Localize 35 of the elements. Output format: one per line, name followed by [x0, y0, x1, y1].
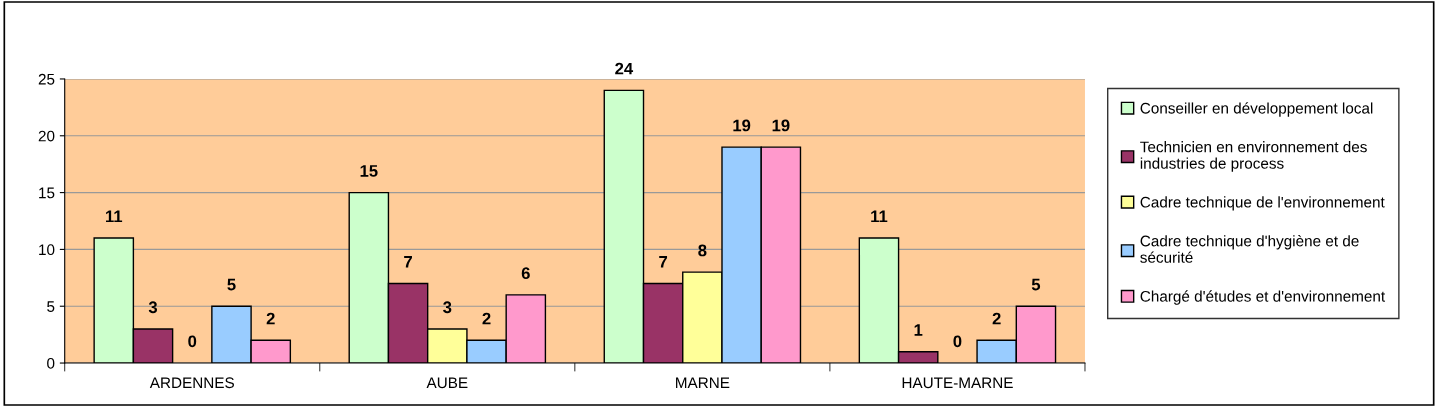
data-label: 1 [914, 324, 923, 336]
data-label: 7 [659, 256, 668, 268]
y-tick-label: 0 [47, 357, 55, 369]
x-tick-label: HAUTE-MARNE [902, 377, 1013, 389]
data-label: 0 [953, 335, 962, 348]
legend-label: Technicien en environnement des industries de process [1140, 141, 1367, 172]
x-tick-label: ARDENNES [149, 377, 234, 389]
data-label: 5 [227, 278, 236, 291]
y-tick-label: 10 [39, 244, 55, 256]
data-label: 2 [266, 312, 275, 325]
data-label: 7 [404, 256, 412, 268]
data-label: 5 [1031, 278, 1041, 291]
y-tick-label: 5 [47, 301, 55, 312]
data-label: 3 [443, 301, 452, 314]
data-label: 2 [482, 312, 491, 325]
y-tick-label: 25 [38, 73, 55, 85]
data-label: 2 [992, 312, 1001, 325]
data-label: 15 [360, 165, 378, 177]
data-label: 19 [772, 119, 790, 132]
data-label: 6 [521, 267, 530, 280]
data-label: 3 [148, 301, 158, 314]
legend-label: Conseiller en développement local [1140, 102, 1373, 117]
x-tick-label: AUBE [426, 377, 468, 389]
data-label: 19 [733, 119, 751, 132]
x-tick-label: MARNE [676, 377, 730, 388]
y-tick-label: 20 [38, 130, 55, 142]
legend-label: Cadre technique d'hygiène et de sécurité [1140, 235, 1359, 263]
data-label: 0 [188, 335, 197, 348]
legend-label: Cadre technique de l'environnement [1140, 196, 1385, 211]
legend-label: Chargé d'études et d'environnement [1140, 290, 1386, 305]
data-label: 11 [106, 210, 123, 223]
data-label: 11 [871, 210, 888, 223]
data-label: 8 [698, 244, 707, 257]
data-label: 24 [615, 62, 634, 75]
y-tick-label: 15 [39, 187, 55, 199]
